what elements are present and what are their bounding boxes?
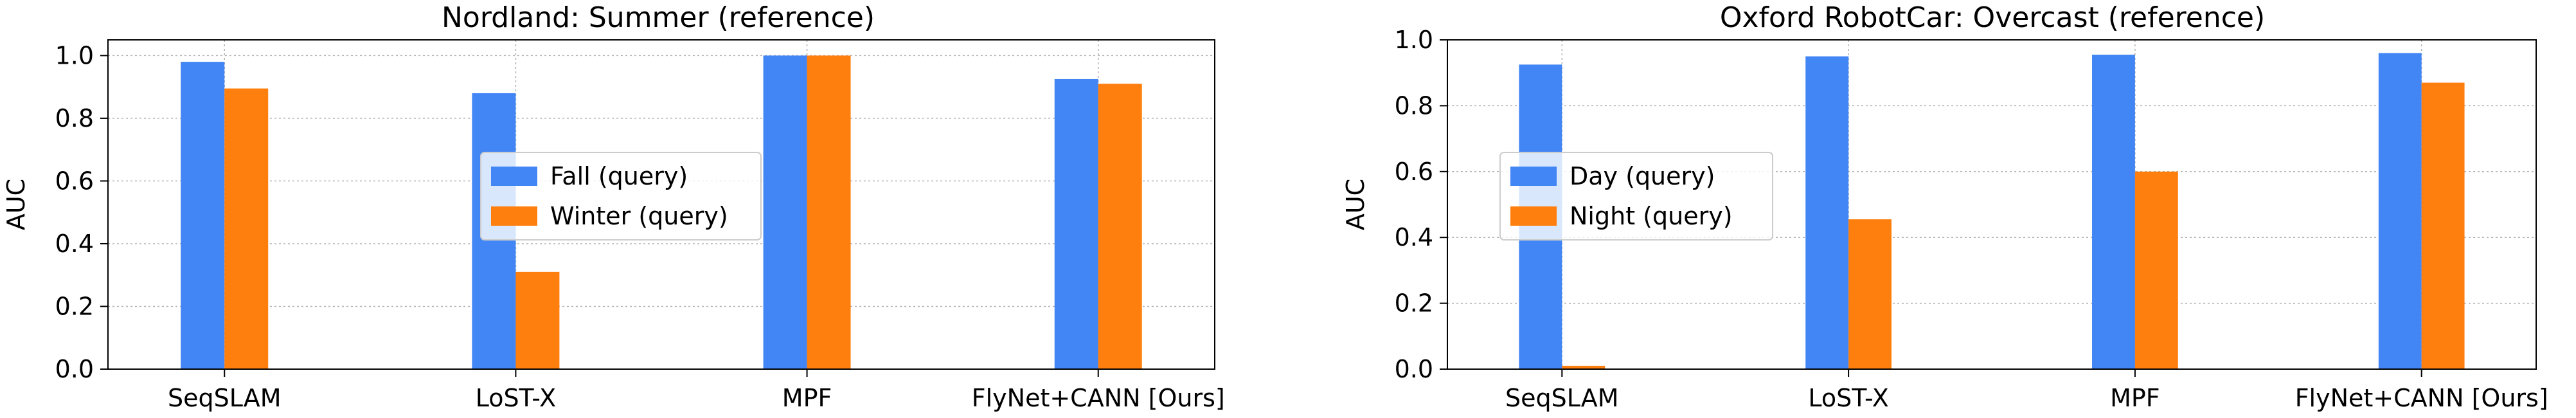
bar-day-query-1 — [1805, 56, 1849, 369]
bar-winter-query-3 — [1098, 84, 1142, 369]
bar-winter-query-0 — [224, 88, 269, 370]
x-tick-label: MPF — [2110, 384, 2160, 412]
legend: Fall (query) Winter (query) — [480, 152, 762, 241]
y-tick-label: 0.6 — [55, 167, 94, 195]
y-tick-label: 0.2 — [55, 292, 94, 320]
y-tick-label: 0.4 — [1395, 223, 1433, 251]
y-tick-label: 0.4 — [55, 230, 94, 258]
axes-frame — [1447, 39, 2537, 370]
legend-swatch — [491, 206, 537, 226]
y-tick-label: 1.0 — [55, 41, 94, 69]
x-tick-label: SeqSLAM — [1505, 384, 1619, 412]
x-tick-label: SeqSLAM — [168, 384, 282, 412]
bar-fall-query-0 — [181, 62, 225, 369]
bar-winter-query-2 — [807, 55, 851, 369]
y-tick-label: 0.0 — [55, 355, 94, 383]
legend-swatch — [1510, 206, 1557, 226]
x-tick-label: FlyNet+CANN [Ours] — [972, 384, 1225, 412]
legend-box — [1499, 152, 1773, 241]
y-tick-label: 0.8 — [1395, 91, 1433, 120]
chart-title: Nordland: Summer (reference) — [442, 1, 875, 34]
legend-label: Winter (query) — [550, 202, 728, 230]
bar-night-query-3 — [2421, 82, 2465, 369]
bar-fall-query-2 — [763, 55, 807, 369]
x-tick-label: MPF — [782, 384, 832, 412]
y-tick-label: 0.8 — [55, 104, 94, 132]
legend-label: Night (query) — [1570, 202, 1733, 230]
y-tick-label: 0.6 — [1395, 158, 1433, 186]
y-axis-label: AUC — [1341, 179, 1370, 230]
legend-swatch — [491, 167, 537, 186]
legend-label: Fall (query) — [550, 162, 688, 190]
y-tick-label: 1.0 — [1395, 26, 1433, 54]
bar-night-query-2 — [2134, 171, 2178, 369]
chart-panel-oxford: 0.0 0.2 0.4 0.6 0.8 1.0 SeqSLAM LoST-X MPF FlyNet… — [1341, 1, 2548, 412]
legend-label: Day (query) — [1570, 162, 1715, 190]
bar-day-query-2 — [2092, 55, 2135, 369]
bar-fall-query-3 — [1054, 78, 1098, 369]
axes-frame — [107, 39, 1215, 370]
legend-box — [480, 152, 762, 241]
bar-winter-query-1 — [515, 271, 560, 369]
chart-title: Oxford RobotCar: Overcast (reference) — [1720, 1, 2265, 34]
y-tick-label: 0.0 — [1395, 355, 1433, 383]
legend-swatch — [1510, 167, 1557, 186]
x-tick-label: LoST-X — [476, 384, 556, 412]
x-tick-label: FlyNet+CANN [Ours] — [2295, 384, 2548, 412]
x-tick-label: LoST-X — [1808, 384, 1888, 412]
bar-day-query-3 — [2378, 53, 2422, 369]
bar-night-query-0 — [1562, 365, 1606, 369]
y-tick-label: 0.2 — [1395, 289, 1433, 318]
chart-panel-nordland: 0.0 0.2 0.4 0.6 0.8 1.0 SeqSLAM LoST-X MPF FlyNet… — [2, 1, 1225, 412]
y-axis-label: AUC — [2, 179, 30, 230]
bar-night-query-1 — [1848, 219, 1892, 369]
legend: Day (query) Night (query) — [1499, 152, 1773, 241]
